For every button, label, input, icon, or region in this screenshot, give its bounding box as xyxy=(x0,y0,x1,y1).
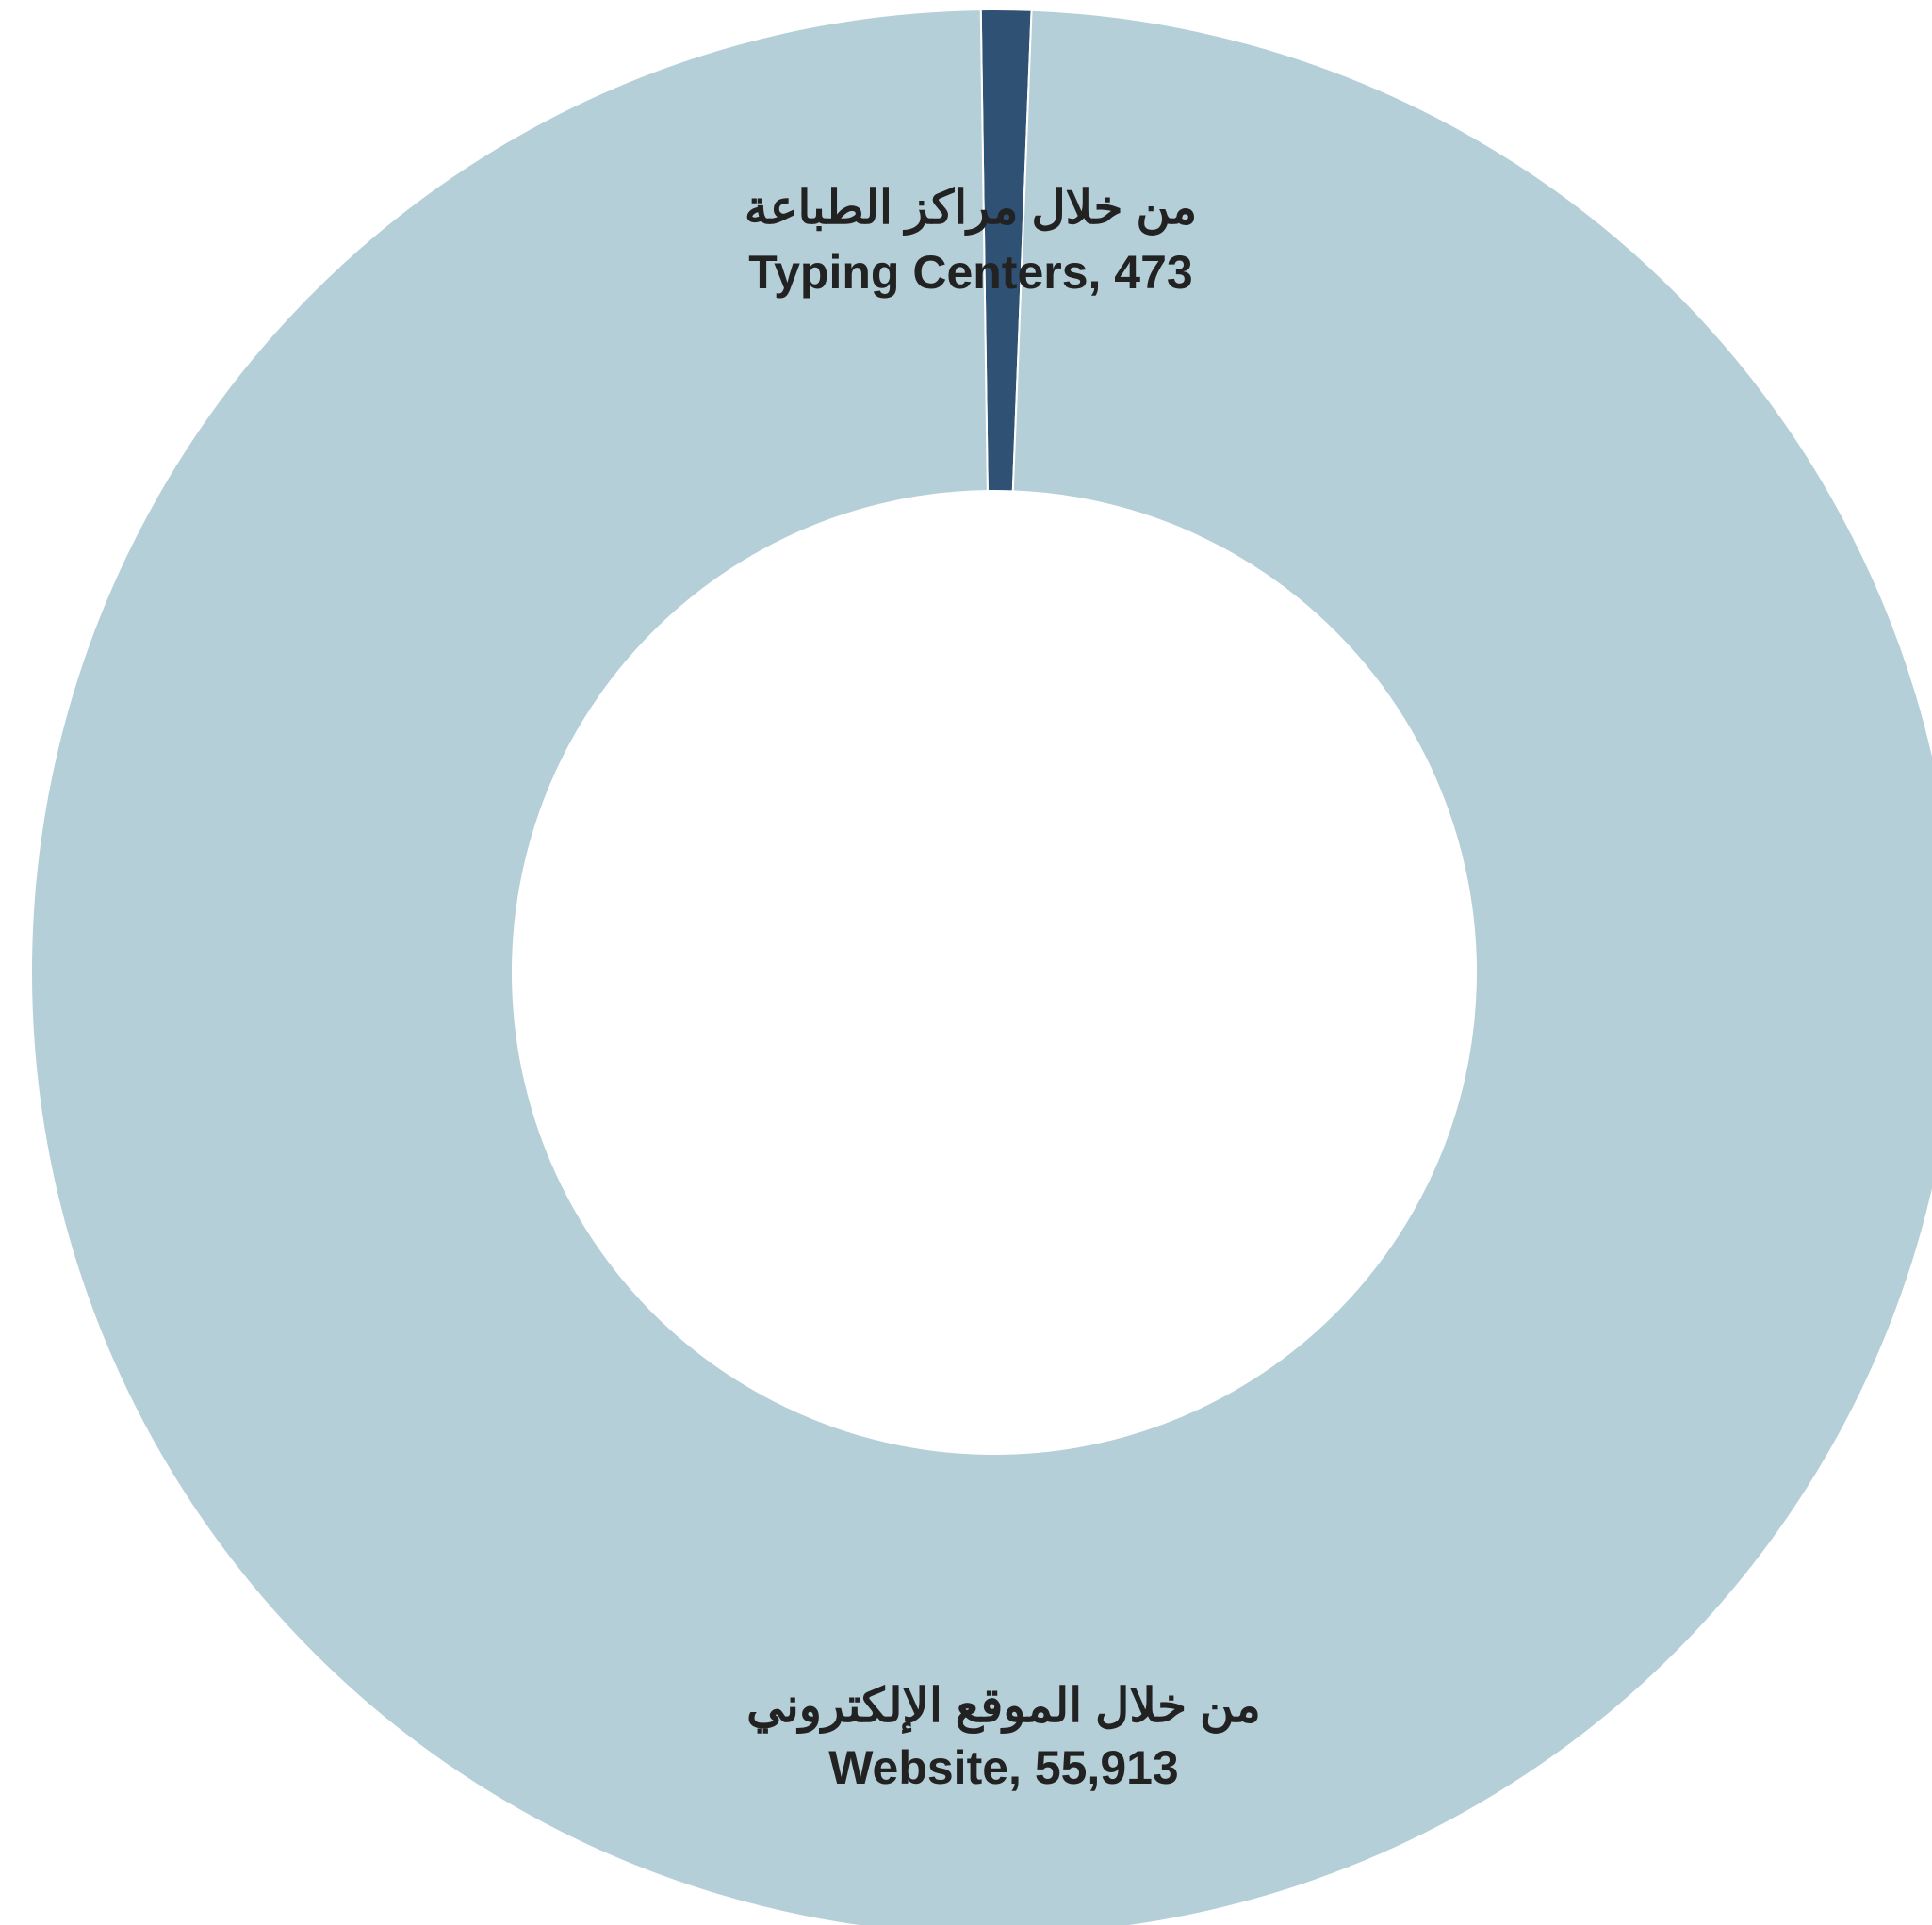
slices-layer xyxy=(30,8,1932,1925)
slice-label-website-en: Website, 55,913 xyxy=(828,1741,1179,1794)
slice-label-website-ar: من خلال الموقع الإلكتروني xyxy=(746,1679,1261,1735)
labels-layer: من خلال مراكز الطباعة Typing Centers, 47… xyxy=(745,181,1261,1794)
slice-label-typing-centers-ar: من خلال مراكز الطباعة xyxy=(745,181,1197,236)
slice-label-typing-centers-en: Typing Centers, 473 xyxy=(748,246,1192,299)
donut-slice-website xyxy=(30,8,1932,1925)
